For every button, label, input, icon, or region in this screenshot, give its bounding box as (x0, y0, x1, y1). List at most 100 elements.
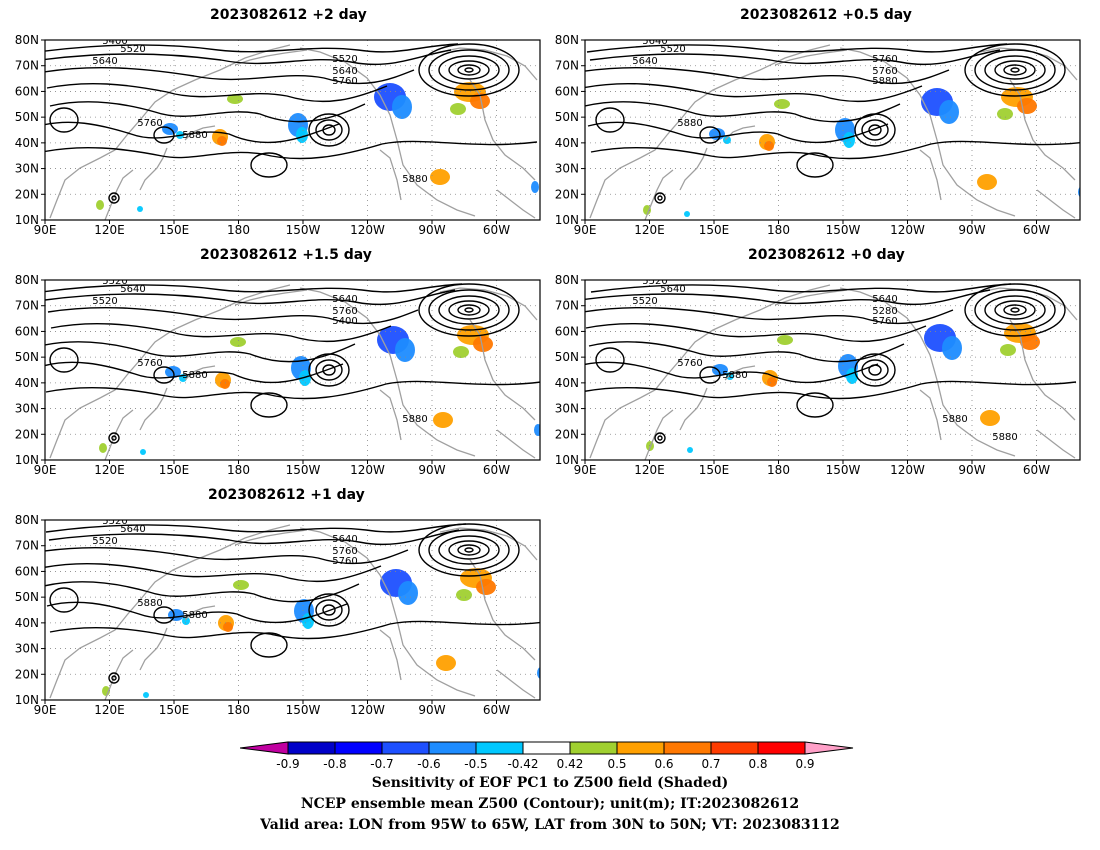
colorbar-label: -0.7 (370, 757, 393, 771)
panel-title: 2023082612 +1 day (208, 487, 365, 503)
height-contour-closed (861, 359, 889, 381)
height-contour-closed (153, 366, 175, 384)
height-contour-closed (315, 119, 343, 141)
coastline (379, 389, 402, 441)
colorbar-swatch (616, 741, 665, 755)
sensitivity-shading (843, 132, 855, 148)
height-contour-closed (654, 432, 666, 444)
lat-tick-label: 80N (15, 513, 39, 527)
height-contour-closed (457, 64, 481, 76)
height-contour (585, 361, 879, 384)
height-contour (47, 306, 419, 325)
height-contour-closed (1010, 67, 1020, 73)
contour-label: 5880 (182, 130, 207, 141)
contour-label: 5640 (332, 294, 357, 305)
colorbar-label: 0.5 (607, 757, 626, 771)
coastline (679, 387, 708, 431)
height-contour-closed (49, 347, 79, 373)
contour-label: 5760 (872, 54, 897, 65)
colorbar-swatch (569, 741, 618, 755)
height-contour (45, 43, 459, 53)
sensitivity-shading (774, 99, 790, 109)
height-contour (45, 66, 415, 85)
lat-tick-label: 20N (555, 187, 579, 201)
contour-label: 5880 (402, 414, 427, 425)
height-contour-closed (418, 523, 520, 577)
height-contour-closed (984, 55, 1046, 85)
colorbar-label: -0.8 (323, 757, 346, 771)
sensitivity-shading (433, 412, 453, 428)
map-panel-plus05: 2023082612 +0.5 day 5640 5520 5640 5760 5760… (540, 0, 1100, 250)
contour-label: 5880 (942, 414, 967, 425)
colorbar-label: 0.8 (748, 757, 767, 771)
colorbar-label: -0.6 (417, 757, 440, 771)
height-contour (48, 529, 460, 546)
sensitivity-shading (643, 205, 651, 215)
contour-label: 5640 (332, 66, 357, 77)
sensitivity-shading (712, 364, 728, 376)
height-contour-closed (854, 353, 896, 387)
caption-line-3: Valid area: LON from 95W to 65W, LAT fro… (260, 817, 840, 833)
contour-label: 5880 (182, 370, 207, 381)
height-contour (588, 341, 905, 363)
coastline (496, 429, 536, 459)
height-contour-closed (657, 195, 663, 201)
height-contour (45, 289, 456, 306)
colorbar-swatch (287, 741, 336, 755)
contour-label: 5760 (332, 546, 357, 557)
height-contour-closed (974, 49, 1056, 91)
sensitivity-shading (223, 622, 233, 632)
lat-tick-label: 30N (555, 162, 579, 176)
lon-tick-label: 120W (890, 463, 925, 477)
contour-label: 5400 (102, 36, 127, 47)
sensitivity-shading (980, 410, 1000, 426)
coastline (299, 287, 476, 457)
sensitivity-shading (220, 379, 230, 389)
height-contour (46, 82, 388, 103)
lon-tick-label: 120E (634, 463, 665, 477)
height-contour-closed (49, 107, 79, 133)
map-border (44, 519, 541, 701)
coastline (1009, 319, 1076, 421)
contour-label: 5640 (872, 294, 897, 305)
height-contour-closed (595, 107, 625, 133)
caption-line-2: NCEP ensemble mean Z500 (Contour); unit(… (300, 796, 800, 812)
lon-tick-label: 150E (699, 463, 730, 477)
height-contour-closed (448, 540, 490, 560)
sensitivity-shading (96, 200, 104, 210)
coastline (439, 47, 538, 81)
coastline (774, 289, 848, 306)
sensitivity-shading (997, 108, 1013, 120)
height-contour (45, 380, 540, 400)
height-contour (585, 82, 923, 103)
coastline (496, 189, 536, 219)
contour-label: 5400 (332, 316, 357, 327)
height-contour (45, 49, 452, 66)
colorbar-label: -0.5 (464, 757, 487, 771)
contour-label: 5640 (120, 524, 145, 535)
lon-tick-label: 120W (350, 223, 385, 237)
height-contour-closed (964, 43, 1066, 97)
lon-tick-label: 120E (634, 223, 665, 237)
height-contour-closed (984, 295, 1046, 325)
height-contour (45, 361, 344, 384)
height-contour (590, 283, 1012, 293)
height-contour (45, 562, 382, 583)
height-contour-closed (418, 283, 520, 337)
sensitivity-shading (687, 447, 693, 453)
height-contour (45, 523, 467, 533)
coastline (1036, 429, 1076, 459)
lon-tick-label: 150W (286, 703, 321, 717)
contour-label: 5880 (677, 118, 702, 129)
map-border (584, 39, 1081, 221)
lon-tick-label: 60W (1023, 463, 1050, 477)
lat-tick-label: 60N (555, 84, 579, 98)
height-contour-closed (699, 126, 721, 144)
height-contour-closed (49, 587, 79, 613)
lon-tick-label: 60W (483, 703, 510, 717)
lat-tick-label: 40N (555, 136, 579, 150)
lat-tick-label: 30N (555, 402, 579, 416)
